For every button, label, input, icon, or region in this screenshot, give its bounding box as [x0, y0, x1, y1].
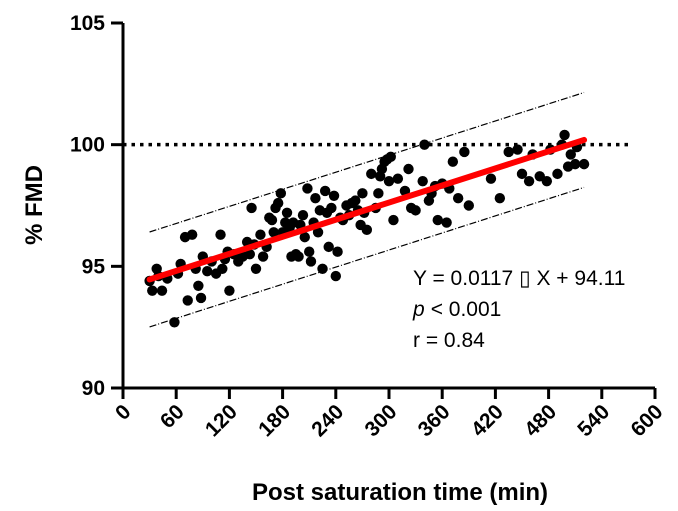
data-point — [330, 270, 341, 282]
data-point — [328, 190, 340, 201]
data-point — [299, 231, 310, 243]
data-point — [246, 202, 257, 214]
data-point — [202, 266, 213, 277]
y-tick-label: 95 — [82, 255, 106, 278]
data-point — [224, 285, 235, 296]
x-tick-label: 180 — [254, 400, 295, 441]
y-tick-label: 90 — [82, 377, 105, 400]
data-point — [565, 149, 576, 160]
axes — [111, 21, 657, 399]
data-point — [432, 214, 443, 226]
prediction-band-lower — [149, 186, 585, 328]
data-point — [523, 175, 535, 187]
x-tick-label: 420 — [467, 400, 508, 441]
x-tick-label: 60 — [156, 400, 189, 433]
correlation-annotation: r = 0.84 — [413, 329, 485, 352]
data-point — [419, 139, 430, 150]
data-point — [302, 183, 313, 194]
data-point — [388, 214, 399, 226]
data-point — [447, 156, 459, 167]
prediction-band — [149, 91, 585, 328]
data-point — [392, 173, 404, 184]
y-tick-label: 100 — [70, 134, 105, 157]
data-point — [494, 193, 506, 204]
data-point — [559, 129, 570, 141]
data-point — [383, 175, 395, 187]
data-point — [255, 229, 266, 240]
data-point — [266, 214, 278, 226]
data-point — [459, 146, 470, 158]
data-point — [305, 256, 317, 267]
x-tick-label: 300 — [360, 400, 401, 441]
data-point — [463, 200, 474, 211]
prediction-band-upper — [149, 91, 585, 233]
data-point — [312, 227, 324, 238]
data-point — [441, 217, 452, 228]
data-point — [257, 251, 269, 262]
data-point — [268, 227, 279, 238]
data-point — [293, 251, 304, 262]
p-value-annotation: p < 0.001 — [412, 298, 501, 321]
regression-equation: Y = 0.0117 ▯ X + 94.11 — [413, 267, 625, 290]
data-point — [310, 193, 321, 204]
data-point — [512, 144, 523, 155]
data-point — [281, 207, 293, 218]
data-point — [215, 229, 226, 240]
p-symbol: p — [412, 298, 425, 321]
data-point — [297, 210, 309, 221]
data-point — [193, 280, 204, 291]
data-point — [195, 292, 207, 304]
y-axis-title: % FMD — [21, 165, 48, 245]
x-tick-label: 600 — [626, 400, 667, 441]
data-point — [403, 163, 414, 175]
x-axis-title: Post saturation time (min) — [252, 479, 548, 506]
data-point — [552, 168, 563, 180]
regression-line — [146, 136, 588, 283]
data-point — [169, 317, 180, 328]
data-point — [186, 229, 198, 240]
data-point — [570, 158, 581, 170]
data-point — [147, 285, 158, 296]
data-point — [541, 175, 553, 187]
data-point — [272, 197, 284, 209]
data-point — [319, 185, 331, 197]
data-point — [417, 175, 428, 187]
data-point — [323, 241, 334, 253]
x-tick-label: 540 — [573, 400, 614, 441]
data-point — [326, 202, 337, 214]
data-point — [485, 173, 497, 184]
data-point — [332, 246, 343, 257]
data-point — [304, 246, 315, 257]
data-point — [503, 146, 514, 158]
data-point — [275, 188, 287, 199]
x-tick-label: 480 — [520, 400, 561, 441]
data-point — [578, 158, 590, 170]
data-point — [350, 195, 361, 206]
y-tick-label: 105 — [70, 12, 105, 35]
x-tick-label: 120 — [201, 400, 242, 441]
data-point — [366, 168, 377, 180]
data-point — [250, 263, 262, 274]
x-tick-label: 240 — [307, 400, 348, 441]
data-point — [182, 295, 193, 306]
data-point — [385, 151, 396, 163]
x-tick-label: 360 — [414, 400, 455, 441]
data-point — [410, 205, 421, 216]
data-point — [156, 285, 168, 296]
data-point — [317, 263, 328, 274]
data-point — [361, 224, 373, 236]
data-point — [244, 248, 255, 260]
p-value: < 0.001 — [431, 298, 502, 321]
data-point — [217, 263, 228, 274]
data-point — [357, 188, 368, 199]
data-point — [516, 168, 528, 180]
data-point — [452, 193, 464, 204]
data-point — [373, 188, 384, 199]
x-tick-label: 0 — [111, 400, 136, 425]
